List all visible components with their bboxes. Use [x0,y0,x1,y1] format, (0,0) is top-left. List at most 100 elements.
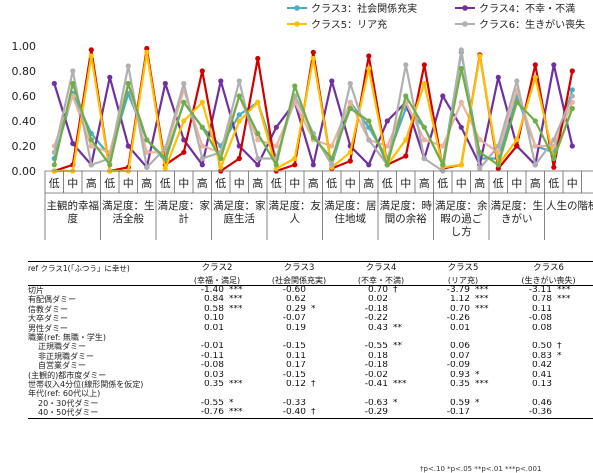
coef-value: 0.62 [285,295,306,305]
coef-value: -3.79 [446,285,470,295]
coef-value: -0.63 [364,398,388,408]
column-subheader: (不幸・不満) [340,275,422,286]
data-point [181,80,187,87]
coef-value [340,333,390,342]
significance-mark: * [229,398,234,408]
x-tick-label: 中 [400,177,411,190]
x-group-label: 満足度：家 [213,199,266,212]
coef-value [422,389,472,398]
significance-mark [472,352,504,361]
data-point [88,162,94,168]
data-point [199,143,205,149]
data-point [255,137,261,143]
x-tick-label: 高 [419,176,430,190]
significance-mark [308,389,340,398]
row-label: 切片 [28,286,44,295]
y-tick-label: 0.00 [12,165,37,178]
significance-mark [554,324,593,333]
coef-value: 0.59 [449,398,470,408]
x-tick-label: 低 [493,177,504,190]
data-point [181,149,187,155]
coef-value: 0.29 [285,304,306,314]
data-point [329,155,335,162]
x-tick-label: 中 [234,177,245,190]
data-point [569,68,575,74]
y-tick-label: 1.00 [12,40,37,53]
data-point [199,124,205,130]
x-tick-label: 中 [345,177,356,190]
row-label: 男性ダミー [28,323,68,333]
significance-mark [308,371,340,380]
significance-mark [554,408,593,419]
coef-value [422,333,472,342]
significance-mark: *** [229,285,243,295]
data-point [199,155,205,162]
coef-value [504,333,554,342]
data-point [347,158,353,164]
data-point [366,65,372,72]
coef-value: 0.46 [531,398,552,408]
x-axis: 低中高低中高低中高低中高低中高低中高低中高低中高低中高低中主観的幸福度満足度：生… [44,170,593,240]
x-tick-label: 低 [49,177,60,190]
data-point [125,143,131,149]
table-row: 40・50代ダミー -0.76 *** -0.40 † -0.29 -0.17 -0.36 [28,408,593,419]
data-point [255,99,261,105]
x-group-label: 主観的幸福 [47,199,100,212]
significance-mark [308,399,340,408]
coef-value: -0.18 [364,304,388,314]
legend-marker [462,21,468,27]
x-tick-label: 低 [548,177,559,190]
table-row: 非正規職ダミー -0.11 0.11 0.18 0.07 0.83 * [28,352,593,361]
data-point [551,143,557,149]
row-label: 年代(ref: 60代以上) [28,389,101,399]
data-point [125,80,131,87]
coef-value [176,333,226,342]
data-point [162,165,168,172]
significance-mark [226,352,258,361]
significance-mark [554,305,593,314]
row-label: 正規職ダミー [38,342,86,352]
data-point [347,105,353,112]
coef-value [258,333,308,342]
legend-label: クラス5：リア充 [311,18,387,31]
series-line [54,51,574,173]
significance-mark: *** [393,380,407,390]
coef-value: -0.40 [258,408,308,419]
coef-value: 0.84 [203,295,224,305]
x-tick-label: 中 [123,177,134,190]
y-tick-label: 0.80 [12,65,37,78]
x-tick-label: 低 [382,177,393,190]
column-header: クラス4 [340,261,422,275]
table-row: 大卒ダミー 0.10 -0.07 -0.22 -0.26 -0.08 [28,314,593,323]
coef-value: 0.01 [449,323,470,333]
data-point [273,162,279,168]
data-point [255,55,261,62]
coef-value: -0.76 [176,408,226,419]
column-header: クラス2 [176,261,258,275]
x-tick-label: 中 [511,177,522,190]
table-row: 有配偶ダミー 0.84 *** 0.62 0.02 1.12 *** 0.78 *** [28,295,593,304]
data-point [144,49,150,55]
x-group-label: 住地域 [335,212,367,225]
significance-mark [390,408,422,419]
significance-mark: * [475,370,480,380]
data-point [569,87,575,93]
x-group-label: し方 [451,225,472,238]
data-point [532,143,538,149]
coef-value: 0.08 [531,323,552,333]
row-label: 有配偶ダミー [28,295,76,305]
significance-mark: *** [229,380,243,390]
significance-mark [308,342,340,351]
coef-value: 0.58 [203,304,224,314]
data-point [384,118,390,124]
x-tick-label: 高 [363,176,374,190]
coef-value [176,389,226,398]
row-label: 非正規職ダミー [38,351,94,361]
table-row: 年代(ref: 60代以上) [28,389,593,398]
data-point [310,55,316,62]
significance-mark: *** [475,380,489,390]
data-point [421,80,427,87]
significance-mark [390,389,422,398]
significance-mark [308,333,340,342]
data-point [218,155,224,162]
